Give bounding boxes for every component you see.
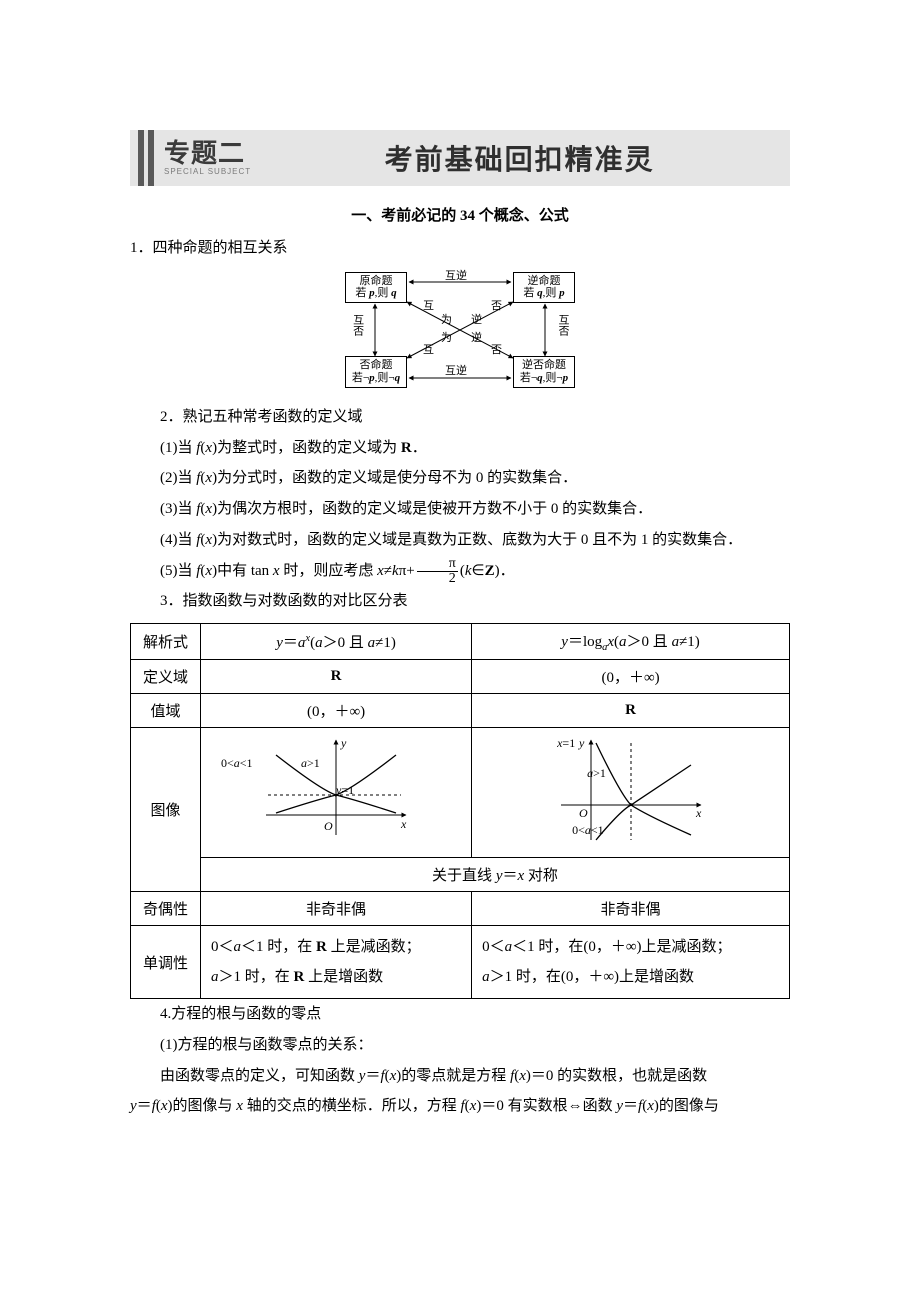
heading-3: 3．指数函数与对数函数的对比区分表 <box>130 586 790 617</box>
proposition-diagram: 原命题 若 p,则 q 逆命题 若 q,则 p 否命题 若¬p,则¬q 逆否命题… <box>345 272 575 388</box>
edge-label-right: 互否 <box>556 314 569 336</box>
header-banner: 专题二 SPECIAL SUBJECT 考前基础回扣精准灵 <box>130 130 790 186</box>
exp-domain: R <box>201 660 472 694</box>
heading-1: 1．四种命题的相互关系 <box>130 233 790 264</box>
row-label: 单调性 <box>131 926 201 999</box>
exp-formula: y＝ax(a＞0 且 a≠1) <box>201 624 472 660</box>
log-range: R <box>472 694 790 728</box>
row-label: 解析式 <box>131 624 201 660</box>
log-domain: (0，＋∞) <box>472 660 790 694</box>
topic-block: 专题二 SPECIAL SUBJECT <box>164 140 251 176</box>
symmetry-note: 关于直线 y＝x 对称 <box>201 858 790 892</box>
graph-label: x=1 <box>557 736 575 751</box>
exp-graph: y x O 0<a<1 a>1 y=1 <box>201 728 472 858</box>
graph-label: 0<a<1 <box>221 756 253 771</box>
banner-bar <box>148 130 154 186</box>
diag-label: 逆 <box>471 314 482 327</box>
diag-label: 否 <box>491 300 502 313</box>
topic-sub: SPECIAL SUBJECT <box>164 168 251 176</box>
log-formula: y＝logax(a＞0 且 a≠1) <box>472 624 790 660</box>
svg-text:O: O <box>579 806 588 820</box>
p-2-5: (5)当 f(x)中有 tan x 时，则应考虑 x≠kπ+π2(k∈Z)． <box>130 556 790 587</box>
heading-2: 2．熟记五种常考函数的定义域 <box>130 402 790 433</box>
graph-label: y=1 <box>336 783 354 798</box>
log-parity: 非奇非偶 <box>472 892 790 926</box>
topic-label: 专题二 <box>164 140 251 166</box>
p-4-3: y＝f(x)的图像与 x 轴的交点的横坐标．所以，方程 f(x)＝0 有实数根⇔… <box>130 1091 790 1122</box>
p-2-3: (3)当 f(x)为偶次方根时，函数的定义域是使被开方数不小于 0 的实数集合． <box>130 494 790 525</box>
edge-label-left: 互否 <box>351 314 364 336</box>
svg-text:y: y <box>578 736 585 750</box>
header-left: 专题二 SPECIAL SUBJECT <box>130 130 269 186</box>
section-title: 一、考前必记的 34 个概念、公式 <box>130 204 790 225</box>
heading-4: 4.方程的根与函数的零点 <box>130 999 790 1030</box>
prop-box-converse: 逆命题 若 q,则 p <box>513 272 575 303</box>
diag-label: 逆 <box>471 332 482 345</box>
svg-text:y: y <box>340 736 347 750</box>
exp-mono: 0＜a＜1 时，在 R 上是减函数； a＞1 时，在 R 上是增函数 <box>201 926 472 999</box>
row-label: 奇偶性 <box>131 892 201 926</box>
edge-label-bottom: 互逆 <box>445 365 467 378</box>
diag-label: 否 <box>491 344 502 357</box>
header-right: 考前基础回扣精准灵 <box>269 130 790 186</box>
exp-range: (0，＋∞) <box>201 694 472 728</box>
edge-label-top: 互逆 <box>445 270 467 283</box>
exp-parity: 非奇非偶 <box>201 892 472 926</box>
diag-label: 为 <box>441 314 452 327</box>
log-graph: y x O x=1 a>1 0<a<1 <box>472 728 790 858</box>
svg-text:x: x <box>695 806 702 820</box>
prop-box-inverse: 否命题 若¬p,则¬q <box>345 356 407 387</box>
proposition-diagram-wrap: 原命题 若 p,则 q 逆命题 若 q,则 p 否命题 若¬p,则¬q 逆否命题… <box>130 272 790 388</box>
p-2-2: (2)当 f(x)为分式时，函数的定义域是使分母不为 0 的实数集合． <box>130 463 790 494</box>
diag-label: 互 <box>423 300 434 313</box>
svg-text:O: O <box>324 819 333 833</box>
graph-label: a>1 <box>587 766 606 781</box>
p-2-1: (1)当 f(x)为整式时，函数的定义域为 R． <box>130 433 790 464</box>
diag-label: 互 <box>423 344 434 357</box>
graph-label: 0<a<1 <box>572 823 604 838</box>
row-label: 图像 <box>131 728 201 892</box>
comparison-table: 解析式 y＝ax(a＞0 且 a≠1) y＝logax(a＞0 且 a≠1) 定… <box>130 623 790 999</box>
svg-text:x: x <box>400 817 407 831</box>
p-4-2: 由函数零点的定义，可知函数 y＝f(x)的零点就是方程 f(x)＝0 的实数根，… <box>130 1061 790 1092</box>
p-2-4: (4)当 f(x)为对数式时，函数的定义域是真数为正数、底数为大于 0 且不为 … <box>130 525 790 556</box>
banner-title: 考前基础回扣精准灵 <box>385 138 655 178</box>
prop-box-contrapositive: 逆否命题 若¬q,则¬p <box>513 356 575 387</box>
banner-bar <box>138 130 144 186</box>
prop-box-original: 原命题 若 p,则 q <box>345 272 407 303</box>
log-mono: 0＜a＜1 时，在(0，＋∞)上是减函数； a＞1 时，在(0，＋∞)上是增函数 <box>472 926 790 999</box>
graph-label: a>1 <box>301 756 320 771</box>
row-label: 定义域 <box>131 660 201 694</box>
diag-label: 为 <box>441 332 452 345</box>
row-label: 值域 <box>131 694 201 728</box>
p-4-1: (1)方程的根与函数零点的关系： <box>130 1030 790 1061</box>
